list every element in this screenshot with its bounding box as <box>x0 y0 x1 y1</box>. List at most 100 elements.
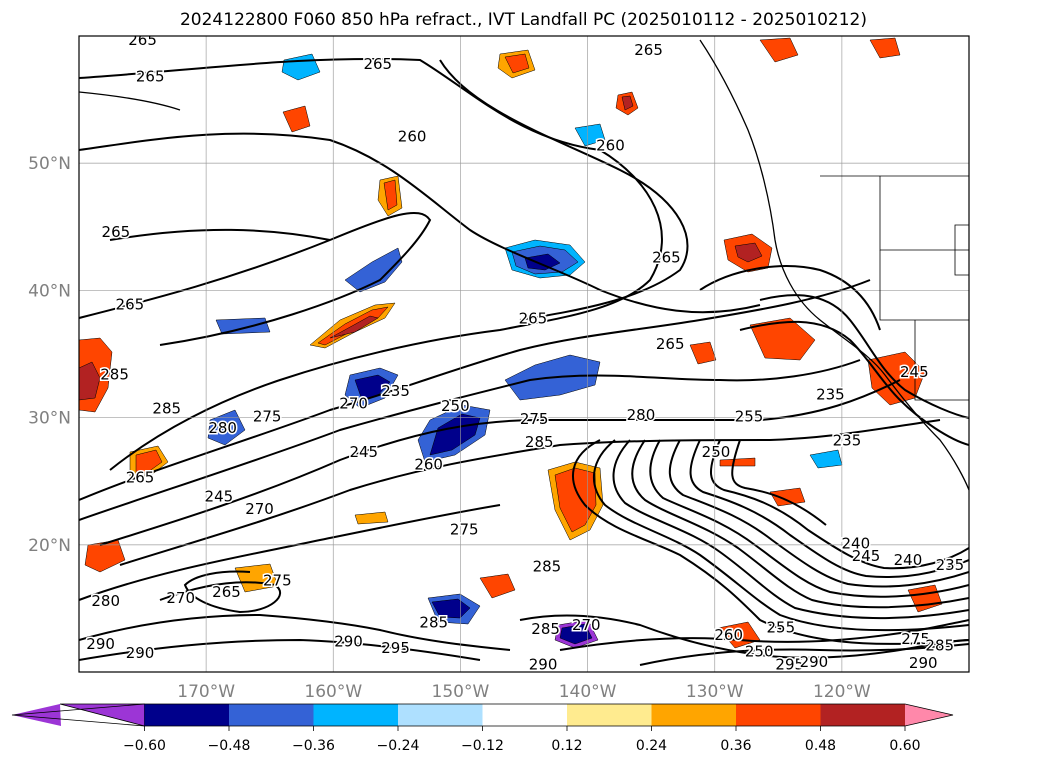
contour-label: 235 <box>833 431 862 449</box>
map-title: 2024122800 F060 850 hPa refract., IVT La… <box>179 10 867 30</box>
contour-label: 285 <box>525 433 554 451</box>
contour-label: 275 <box>253 407 282 425</box>
lon-tick-label: 120°W <box>813 682 871 702</box>
contour-label: 285 <box>533 557 562 575</box>
contour-label: 280 <box>91 592 120 610</box>
contour-label: 245 <box>349 443 378 461</box>
contour-label: 290 <box>529 655 558 673</box>
contour-label: 285 <box>152 400 181 418</box>
contour-label: 290 <box>800 653 829 671</box>
colorbar-segment <box>144 704 230 726</box>
colorbar-segment <box>398 704 483 726</box>
contour-label: 260 <box>398 127 427 145</box>
colorbar-tick-label: −0.48 <box>208 738 251 754</box>
colorbar-arrow-low <box>12 704 61 726</box>
contour-label: 285 <box>925 636 954 654</box>
longitude-axis: 170°W 160°W 150°W 140°W 130°W 120°W <box>177 682 871 702</box>
colorbar-tick-label: −0.60 <box>123 738 166 754</box>
colorbar-tick-label: 0.12 <box>551 738 582 754</box>
colorbar-tick-label: 0.36 <box>720 738 751 754</box>
colorbar-tick-label: −0.12 <box>461 738 504 754</box>
coastline <box>79 39 969 491</box>
contour-label: 295 <box>381 639 410 657</box>
colorbar-segment <box>229 704 314 726</box>
contour-label: 255 <box>767 618 796 636</box>
colorbar-tick-label: 0.48 <box>805 738 836 754</box>
colorbar-segment <box>820 704 906 726</box>
lon-tick-label: 130°W <box>686 682 744 702</box>
contour-label: 260 <box>596 136 625 154</box>
colorbar-tick-label: −0.36 <box>292 738 335 754</box>
contour-label: 260 <box>414 456 443 474</box>
contour-label: 290 <box>126 644 155 662</box>
contour-label: 235 <box>381 382 410 400</box>
contour-label: 265 <box>519 309 548 327</box>
colorbar-segment <box>313 704 399 726</box>
contour-label: 285 <box>419 613 448 631</box>
contour-label: 285 <box>100 365 129 383</box>
contour-label: 290 <box>334 632 363 650</box>
contour-label: 265 <box>116 295 145 313</box>
contour-label: 270 <box>339 395 368 413</box>
contour-label: 275 <box>263 571 292 589</box>
lat-tick-label: 50°N <box>28 154 71 174</box>
contour-label: 290 <box>909 654 938 672</box>
contour-label: 235 <box>816 386 845 404</box>
contour-label: 240 <box>894 551 923 569</box>
contour-label: 235 <box>936 556 965 574</box>
contour-label: 295 <box>775 655 804 673</box>
contour-label: 255 <box>735 407 764 425</box>
colorbar-segment <box>651 704 737 726</box>
lon-tick-label: 140°W <box>559 682 617 702</box>
contour-label: 245 <box>900 363 929 381</box>
contour-label: 265 <box>102 223 131 241</box>
lat-tick-label: 40°N <box>28 281 71 301</box>
colorbar-tick-label: 0.60 <box>889 738 920 754</box>
contour-label: 265 <box>363 55 392 73</box>
colorbar-segment <box>482 704 568 726</box>
contour-label: 250 <box>745 643 774 661</box>
contour-label: 265 <box>126 468 155 486</box>
colorbar-tick-label: −0.24 <box>377 738 420 754</box>
contour-label: 275 <box>450 521 479 539</box>
latitude-axis: 50°N 40°N 30°N 20°N <box>28 154 71 556</box>
contour-lines <box>79 58 969 666</box>
lat-tick-label: 20°N <box>28 536 71 556</box>
contour-label: 240 <box>842 535 871 553</box>
contour-label: 250 <box>441 397 470 415</box>
colorbar-arrow-high <box>905 704 953 726</box>
contour-label: 270 <box>245 500 274 518</box>
colorbar-segment <box>567 704 652 726</box>
contour-label: 265 <box>634 41 663 59</box>
contour-label: 265 <box>128 31 157 49</box>
colorbar-segment <box>736 704 821 726</box>
lat-tick-label: 30°N <box>28 409 71 429</box>
contour-label: 280 <box>208 419 237 437</box>
colorbar-tick-label: 0.24 <box>636 738 667 754</box>
contour-label: 265 <box>212 583 241 601</box>
colorbar: −0.60 −0.48 −0.36 −0.24 −0.12 0.12 0.24 0.36 0.4… <box>11 703 954 754</box>
contour-label: 285 <box>531 620 560 638</box>
map-frame <box>78 35 970 673</box>
grid-lines <box>79 36 969 672</box>
contour-label: 250 <box>702 443 731 461</box>
contour-label: 265 <box>656 335 685 353</box>
contour-label: 275 <box>520 410 549 428</box>
contour-label: 245 <box>852 547 881 565</box>
contour-label: 270 <box>572 616 601 634</box>
contour-label: 290 <box>86 635 115 653</box>
lon-tick-label: 160°W <box>304 682 362 702</box>
state-borders <box>820 175 969 401</box>
contour-label: 265 <box>652 248 681 266</box>
contour-label: 245 <box>205 487 234 505</box>
contour-label: 270 <box>166 589 195 607</box>
contour-label: 280 <box>627 406 656 424</box>
lon-tick-label: 170°W <box>177 682 235 702</box>
lon-tick-label: 150°W <box>432 682 490 702</box>
contour-label: 265 <box>136 68 165 86</box>
contour-label: 260 <box>714 626 743 644</box>
contour-label: 275 <box>901 630 930 648</box>
